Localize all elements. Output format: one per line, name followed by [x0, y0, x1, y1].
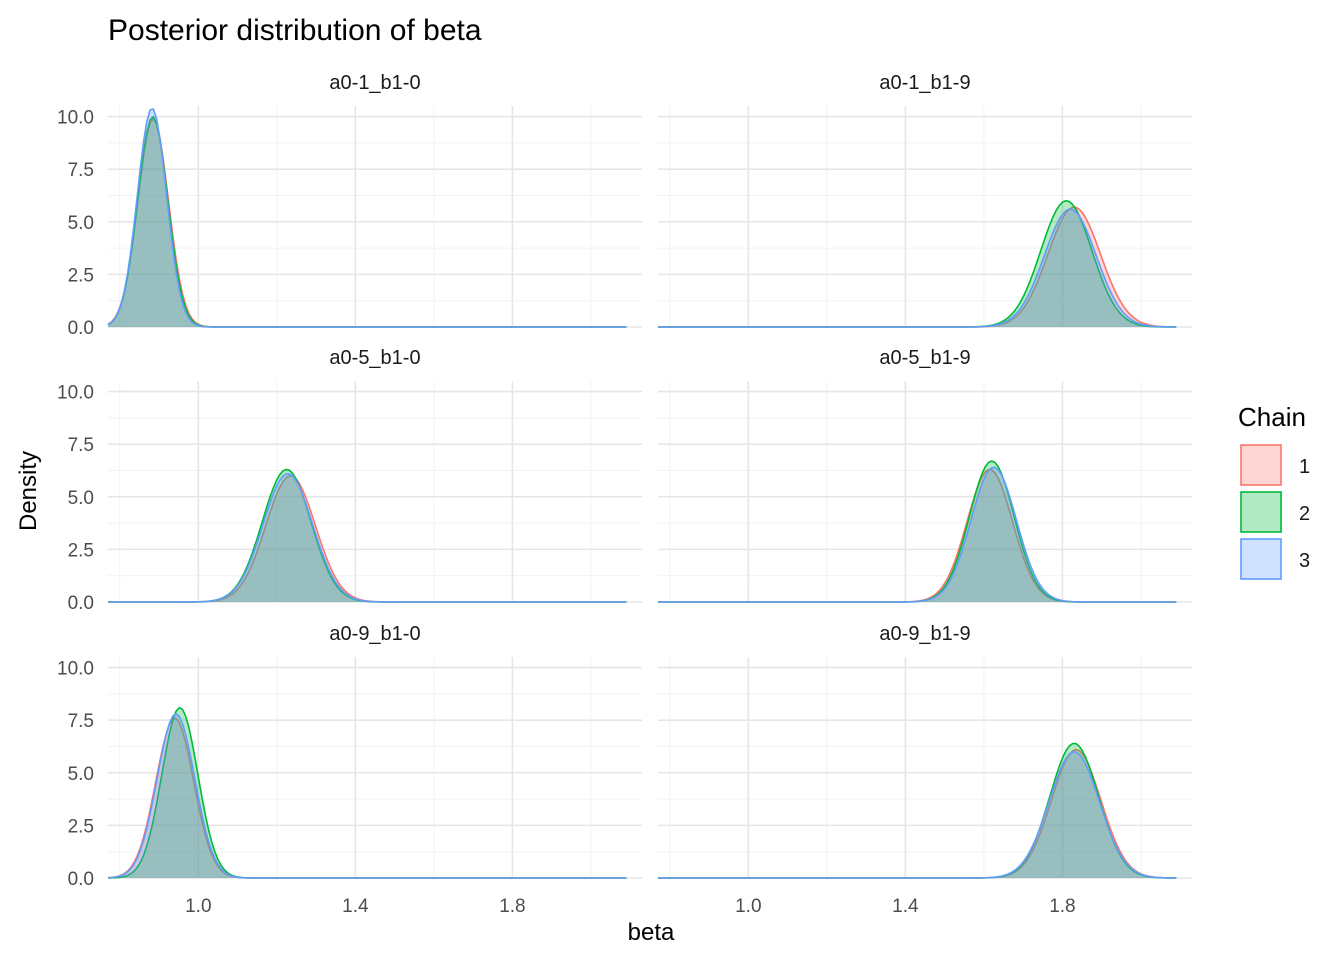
x-tick-label: 1.8	[499, 896, 525, 917]
y-tick-label: 2.5	[68, 265, 94, 286]
facet-panel: a0-9_b1-9 1.0 1.4 1.8	[658, 623, 1192, 917]
facet-strip-label: a0-1_b1-9	[879, 72, 970, 94]
facet-strip-label: a0-5_b1-0	[329, 347, 420, 369]
x-tick-label: 1.0	[735, 896, 761, 917]
density-line-chain-3	[658, 208, 1177, 328]
legend-label: 3	[1299, 550, 1310, 572]
x-tick-label: 1.4	[892, 896, 919, 917]
density-area-chain-1	[108, 118, 627, 328]
density-area-chain-3	[658, 209, 1177, 327]
facet-panel: a0-1_b1-0 0.0 2.5 5.0 7.5 10.0	[57, 72, 642, 339]
facet-strip-label: a0-5_b1-9	[879, 347, 970, 369]
chart-title: Posterior distribution of beta	[108, 14, 482, 47]
density-line-chain-2	[108, 468, 627, 603]
facet-panel: a0-5_b1-0 0.0 2.5 5.0 7.5 10.0	[57, 347, 642, 614]
facet-strip-label: a0-9_b1-9	[879, 623, 970, 645]
legend-key-chain-2	[1240, 491, 1282, 533]
y-tick-label: 7.5	[68, 160, 94, 181]
legend-key-chain-3	[1240, 538, 1282, 580]
y-tick-label: 5.0	[68, 488, 94, 509]
density-area-chain-2	[658, 200, 1177, 327]
y-tick-label: 2.5	[68, 816, 94, 837]
x-tick-label: 1.8	[1049, 896, 1075, 917]
facet-panels: a0-1_b1-0 0.0 2.5 5.0 7.5 10.0 a0-1_b1-9 a0-5_b…	[57, 72, 1192, 917]
legend-key-chain-1	[1240, 444, 1282, 486]
y-tick-label: 10.0	[57, 659, 94, 680]
y-tick-label: 2.5	[68, 540, 94, 561]
density-area-chain-3	[108, 713, 627, 878]
facet-panel: a0-1_b1-9	[658, 72, 1192, 328]
x-tick-label: 1.4	[342, 896, 369, 917]
y-tick-label: 10.0	[57, 383, 94, 404]
density-area-chain-2	[108, 116, 627, 327]
y-axis-title: Density	[15, 451, 42, 531]
y-tick-label: 0.0	[68, 318, 94, 339]
facet-strip-label: a0-9_b1-0	[329, 623, 420, 645]
density-area-chain-2	[108, 469, 627, 602]
density-line-chain-3	[108, 473, 627, 603]
y-tick-label: 5.0	[68, 213, 94, 234]
density-line-chain-2	[658, 460, 1177, 603]
y-tick-label: 5.0	[68, 764, 94, 785]
density-line-chain-3	[658, 751, 1177, 879]
density-line-chain-3	[107, 712, 627, 879]
density-area-chain-3	[658, 467, 1177, 602]
y-tick-label: 7.5	[68, 711, 94, 732]
facet-strip-label: a0-1_b1-0	[329, 72, 420, 94]
y-tick-label: 0.0	[68, 869, 94, 890]
density-area-chain-3	[658, 751, 1177, 878]
density-area-chain-1	[108, 475, 627, 602]
legend-label: 1	[1299, 456, 1310, 478]
density-area-chain-2	[108, 707, 627, 878]
facet-panel: a0-5_b1-9	[658, 347, 1192, 603]
density-line-chain-1	[107, 117, 627, 328]
density-area-chain-2	[658, 460, 1177, 602]
y-tick-label: 0.0	[68, 593, 94, 614]
legend-label: 2	[1299, 503, 1310, 525]
y-tick-label: 7.5	[68, 435, 94, 456]
legend: Chain 1 2 3	[1238, 402, 1310, 580]
density-area-chain-1	[658, 469, 1177, 602]
density-area-chain-3	[108, 109, 627, 327]
density-area-chain-1	[658, 207, 1177, 327]
density-area-chain-1	[108, 718, 627, 878]
density-area-chain-2	[658, 743, 1177, 878]
legend-title: Chain	[1238, 402, 1306, 432]
y-tick-label: 10.0	[57, 108, 94, 129]
x-tick-label: 1.0	[185, 896, 211, 917]
facet-panel: a0-9_b1-0 0.0 2.5 5.0 7.5 10.0 1.0 1.4 1.8	[57, 623, 642, 917]
density-line-chain-1	[108, 475, 627, 603]
density-line-chain-1	[658, 468, 1177, 603]
density-area-chain-3	[108, 473, 627, 602]
density-line-chain-3	[107, 108, 627, 328]
density-line-chain-3	[658, 466, 1177, 603]
x-axis-title: beta	[628, 919, 675, 946]
density-area-chain-1	[658, 749, 1177, 878]
